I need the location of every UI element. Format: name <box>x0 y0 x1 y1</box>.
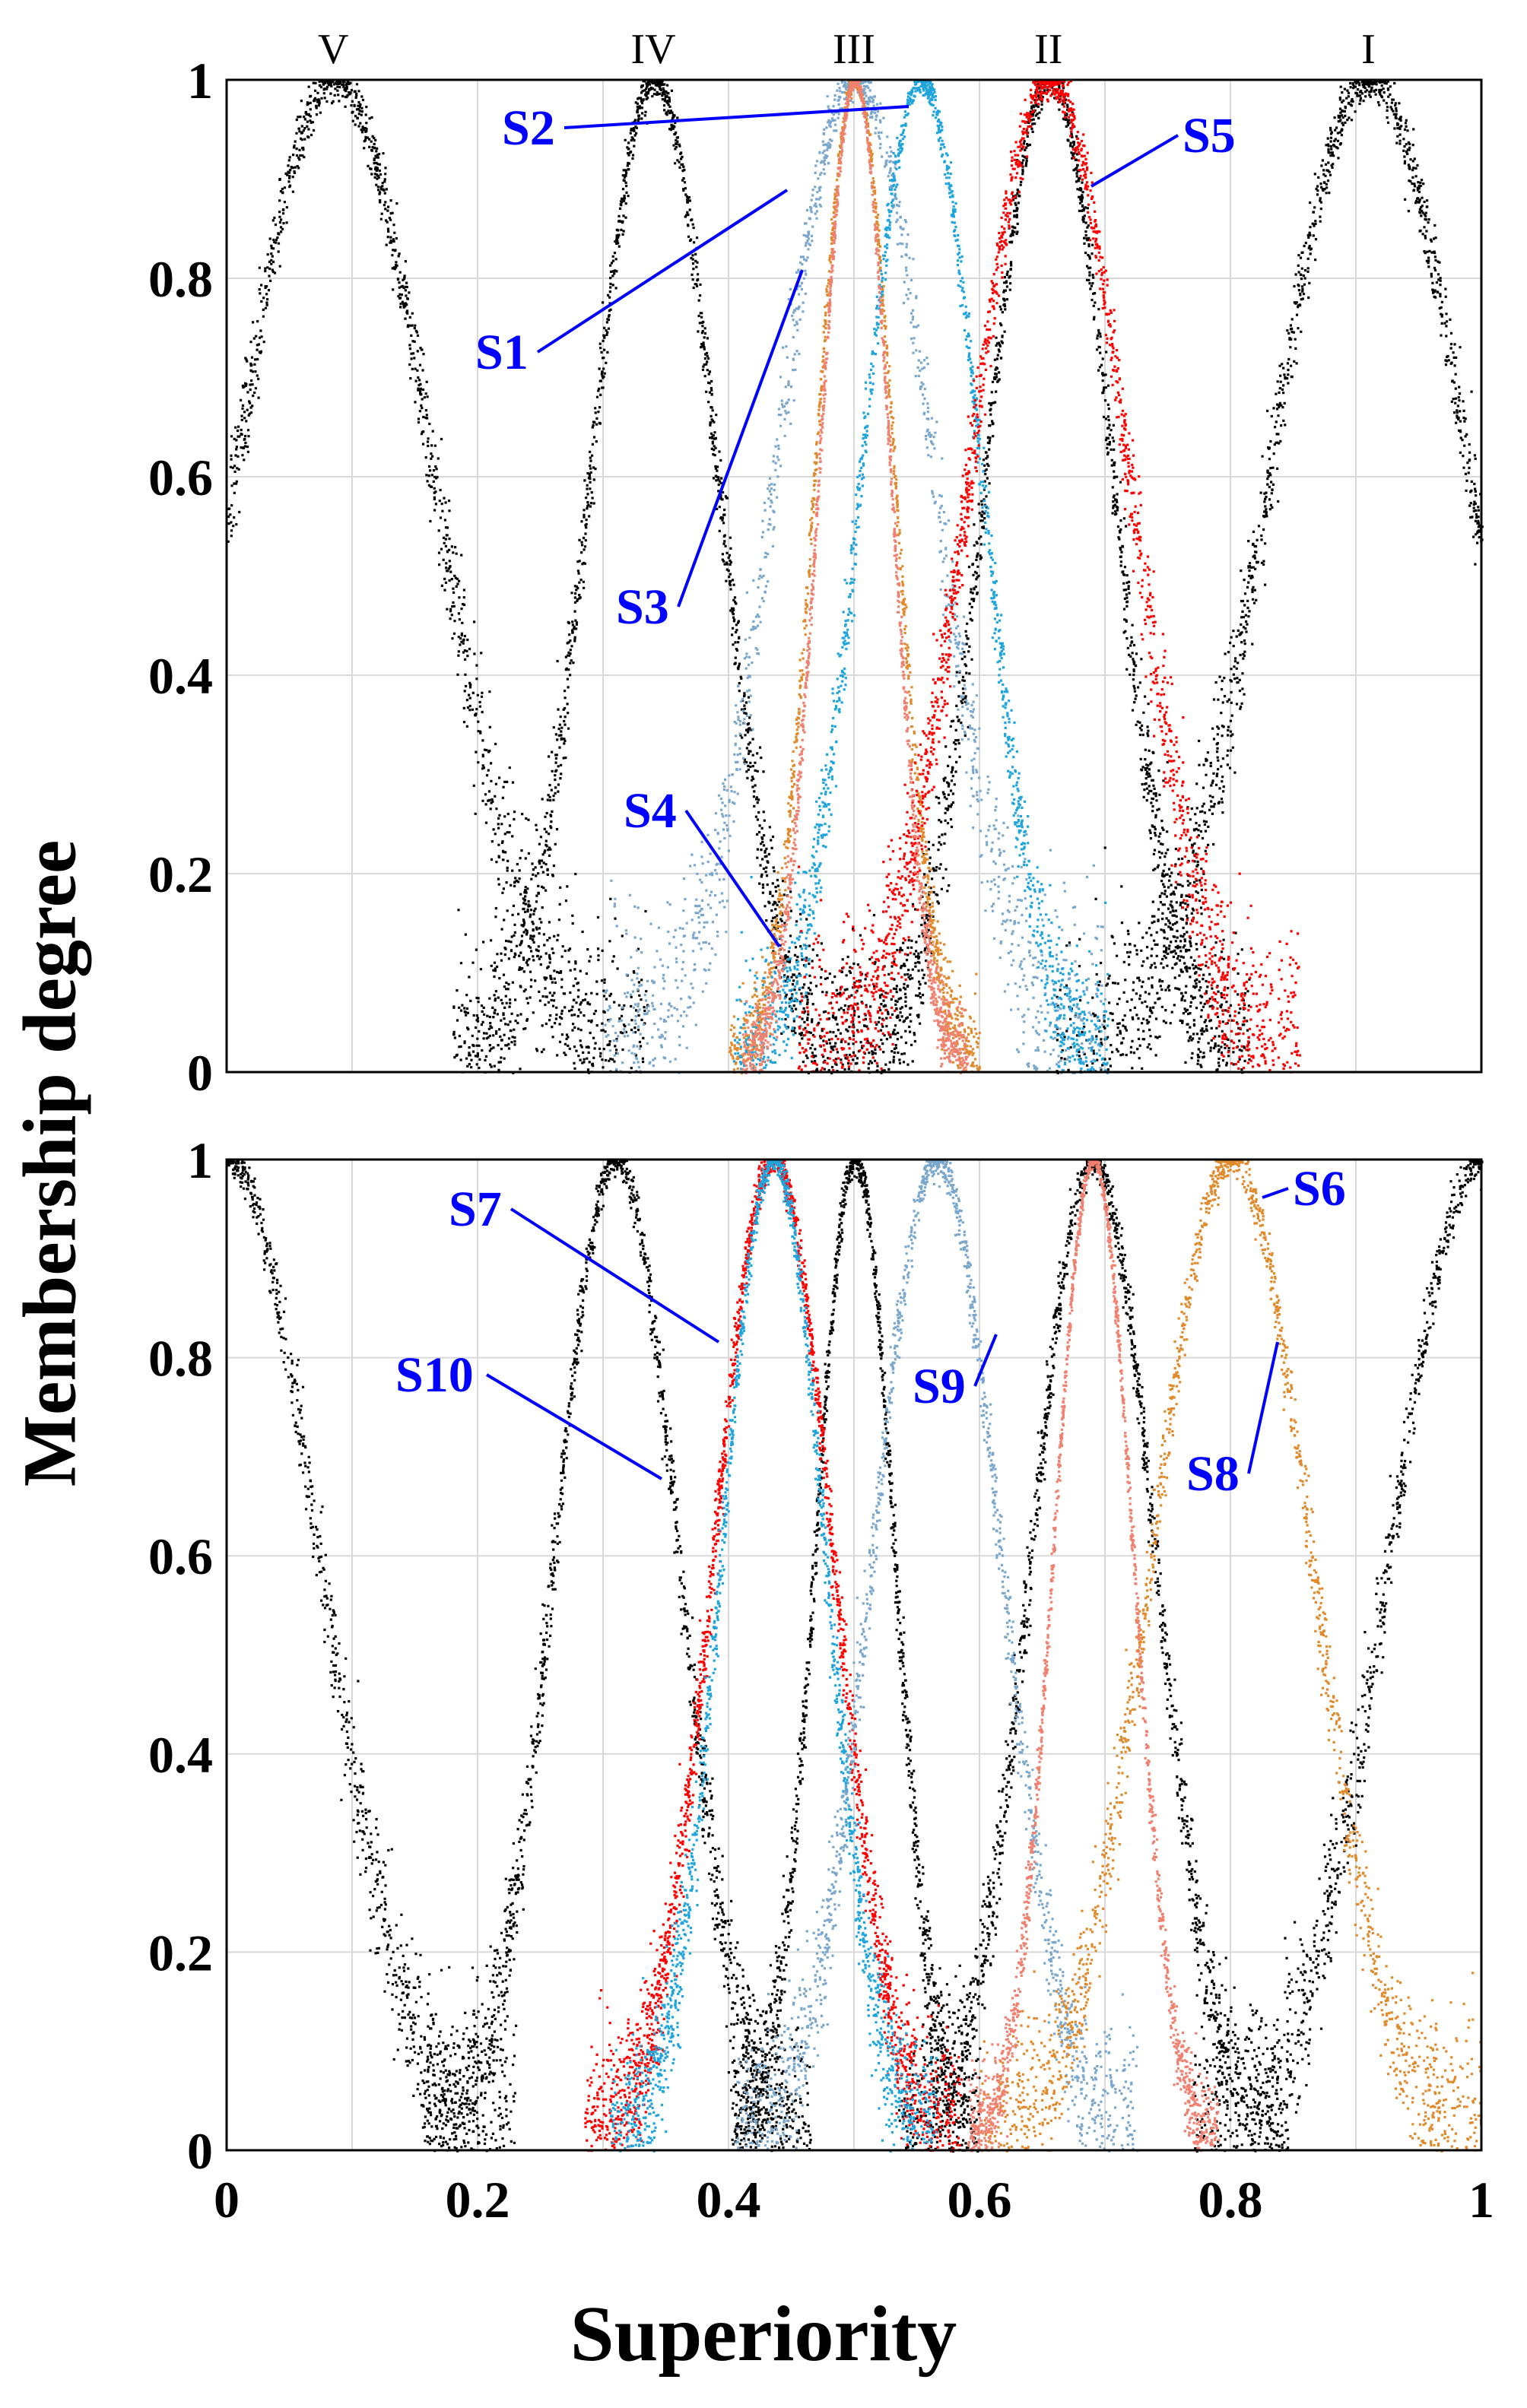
annotation-label: S1 <box>475 325 529 380</box>
y-axis-label-text: Membership degree <box>7 839 92 1487</box>
annotation-leader <box>536 189 789 354</box>
scatter-points <box>584 1160 963 2153</box>
y-tick-label: 0.4 <box>148 1726 213 1784</box>
annotation-s6: S6 <box>1262 1161 1346 1217</box>
scatter-points <box>741 80 970 1074</box>
grade-label: V <box>318 26 348 73</box>
annotation-label: S4 <box>624 783 677 839</box>
scatter-points <box>979 1160 1483 2153</box>
annotation-s7: S7 <box>449 1182 720 1344</box>
annotation-leader <box>485 1373 663 1480</box>
annotation-s8: S8 <box>1186 1341 1279 1502</box>
annotation-label: S5 <box>1183 108 1236 163</box>
scatter-points <box>797 80 1301 1074</box>
x-tick-label: 0.8 <box>1198 2171 1263 2229</box>
annotation-leader <box>973 1334 998 1387</box>
annotation-leader <box>510 1207 720 1344</box>
annotation-s2: S2 <box>502 100 910 156</box>
series-s5 <box>797 80 1301 1074</box>
x-axis-label: Superiority <box>570 2290 957 2378</box>
series-s4 <box>741 80 970 1074</box>
y-tick-label: 0 <box>187 1044 213 1102</box>
y-tick-label: 0.6 <box>148 449 213 506</box>
axes-frame <box>225 78 1483 1074</box>
grade-label: I <box>1361 26 1376 73</box>
grade-label: IV <box>630 26 675 73</box>
annotation-leader <box>677 269 804 608</box>
bottom-chart-panel: 0 0.2 0.4 0.6 0.8 1 0 0.2 0.4 0.6 0.8 1 S7 S10 S6 S9 S8 <box>148 1131 1494 2229</box>
y-tick-label: 1 <box>187 52 213 109</box>
annotation-label: S6 <box>1293 1161 1346 1217</box>
annotation-label: S9 <box>913 1359 966 1414</box>
annotation-s4: S4 <box>624 783 781 948</box>
series-grade-ii <box>848 80 1251 1074</box>
grade-label: II <box>1034 26 1062 73</box>
annotation-s10: S10 <box>395 1347 663 1480</box>
annotation-s3: S3 <box>616 269 804 635</box>
y-tick-label: 0.8 <box>148 250 213 308</box>
scatter-points <box>729 1160 982 2153</box>
scatter-points <box>848 80 1251 1074</box>
y-tick-label: 0.2 <box>148 845 213 903</box>
annotation-s5: S5 <box>1090 108 1236 188</box>
annotation-label: S8 <box>1186 1446 1240 1502</box>
x-tick-label: 0.4 <box>697 2171 761 2229</box>
y-tick-label: 1 <box>187 1131 213 1189</box>
annotation-leader <box>684 809 781 948</box>
y-tick-label: 0.4 <box>148 647 213 705</box>
y-tick-label: 0.6 <box>148 1528 213 1585</box>
y-tick-label: 0 <box>187 2122 213 2180</box>
annotation-label: S10 <box>395 1347 474 1403</box>
scatter-points <box>897 1160 1290 2153</box>
annotation-s1: S1 <box>475 189 789 380</box>
scatter-points <box>735 1160 1139 2153</box>
series-s6 <box>735 1160 1139 2153</box>
series-s10 <box>584 1160 963 2153</box>
annotation-leader <box>1262 1187 1289 1199</box>
series-grade-ii <box>897 1160 1290 2153</box>
annotation-leader <box>563 105 910 129</box>
x-tick-label: 0 <box>214 2171 240 2229</box>
y-tick-label: 0.8 <box>148 1330 213 1388</box>
annotation-label: S2 <box>502 100 555 156</box>
annotation-label: S3 <box>616 579 669 635</box>
annotation-s9: S9 <box>913 1334 998 1414</box>
y-tick-label: 0.2 <box>148 1924 213 1981</box>
x-tick-label: 0.2 <box>446 2171 510 2229</box>
annotation-leader <box>1090 134 1179 188</box>
x-tick-label: 0.6 <box>948 2171 1012 2229</box>
series-s8 <box>979 1160 1483 2153</box>
x-tick-label: 1 <box>1468 2171 1494 2229</box>
series-grade-iii <box>729 1160 982 2153</box>
y-axis-label: Membership degree <box>7 441 92 1886</box>
annotation-leader <box>1247 1341 1279 1474</box>
annotation-label: S7 <box>449 1182 502 1237</box>
axes-frame <box>225 1158 1483 2152</box>
grade-label: III <box>833 26 875 73</box>
